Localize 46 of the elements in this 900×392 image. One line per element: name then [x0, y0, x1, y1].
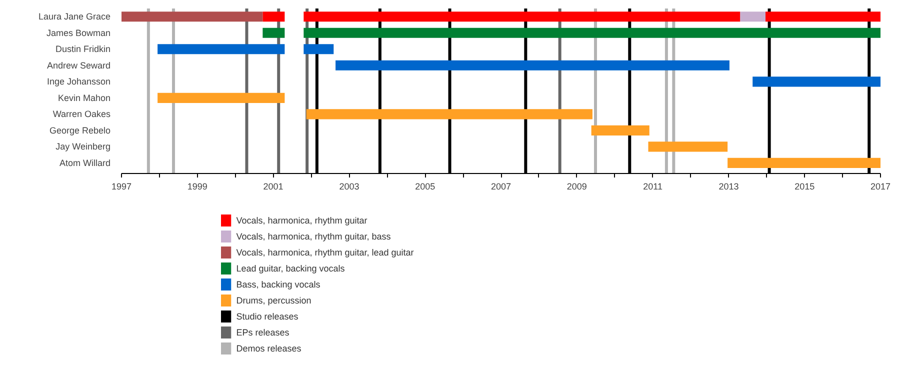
- x-tick-label: 1999: [187, 182, 208, 192]
- bar: [766, 12, 880, 22]
- bar: [648, 142, 728, 152]
- legend-label: EPs releases: [236, 328, 290, 338]
- y-tick-label: Kevin Mahon: [58, 92, 111, 103]
- legend-label: Vocals, harmonica, rhythm guitar: [236, 216, 368, 226]
- x-tick-label: 2011: [643, 182, 662, 192]
- bar: [728, 158, 880, 168]
- bar: [262, 12, 285, 22]
- x-tick-label: 2017: [870, 182, 891, 192]
- legend-label: Vocals, harmonica, rhythm guitar, bass: [236, 232, 392, 242]
- bar: [306, 109, 592, 120]
- bar: [262, 28, 285, 38]
- y-tick-label: Jay Weinberg: [56, 142, 111, 152]
- bar: [591, 125, 650, 136]
- x-tick-label: 2001: [263, 182, 284, 192]
- x-tick-label: 2003: [339, 182, 360, 192]
- y-tick-label: Inge Johansson: [46, 76, 111, 87]
- bar: [158, 92, 285, 103]
- legend-label: Studio releases: [236, 312, 299, 322]
- y-tick-label: James Bowman: [46, 28, 111, 38]
- bar: [158, 44, 285, 54]
- bar: [122, 12, 263, 22]
- x-tick-label: 2007: [490, 182, 512, 192]
- bar: [752, 76, 880, 87]
- x-tick-label: 2005: [415, 182, 436, 192]
- x-tick-label: 2009: [566, 182, 587, 192]
- y-tick-label: George Rebelo: [49, 125, 111, 136]
- x-tick-label: 2013: [718, 182, 739, 192]
- bar: [336, 60, 730, 70]
- y-tick-label: Laura Jane Grace: [38, 12, 111, 22]
- bar: [304, 12, 740, 22]
- y-tick-label: Andrew Seward: [46, 60, 111, 70]
- x-tick-label: 1997: [111, 182, 132, 192]
- y-tick-label: Atom Willard: [59, 158, 111, 168]
- bar: [304, 28, 880, 38]
- legend-label: Demos releases: [236, 344, 302, 354]
- legend-label: Vocals, harmonica, rhythm guitar, lead guitar: [236, 248, 414, 258]
- legend-label: Bass, backing vocals: [236, 280, 321, 290]
- bar: [740, 12, 766, 22]
- bar: [304, 44, 334, 54]
- legend-label: Drums, percussion: [236, 296, 312, 306]
- x-tick-label: 2015: [794, 182, 815, 192]
- y-tick-label: Warren Oakes: [52, 109, 111, 120]
- legend-label: Lead guitar, backing vocals: [236, 264, 346, 274]
- y-tick-label: Dustin Fridkin: [55, 44, 110, 54]
